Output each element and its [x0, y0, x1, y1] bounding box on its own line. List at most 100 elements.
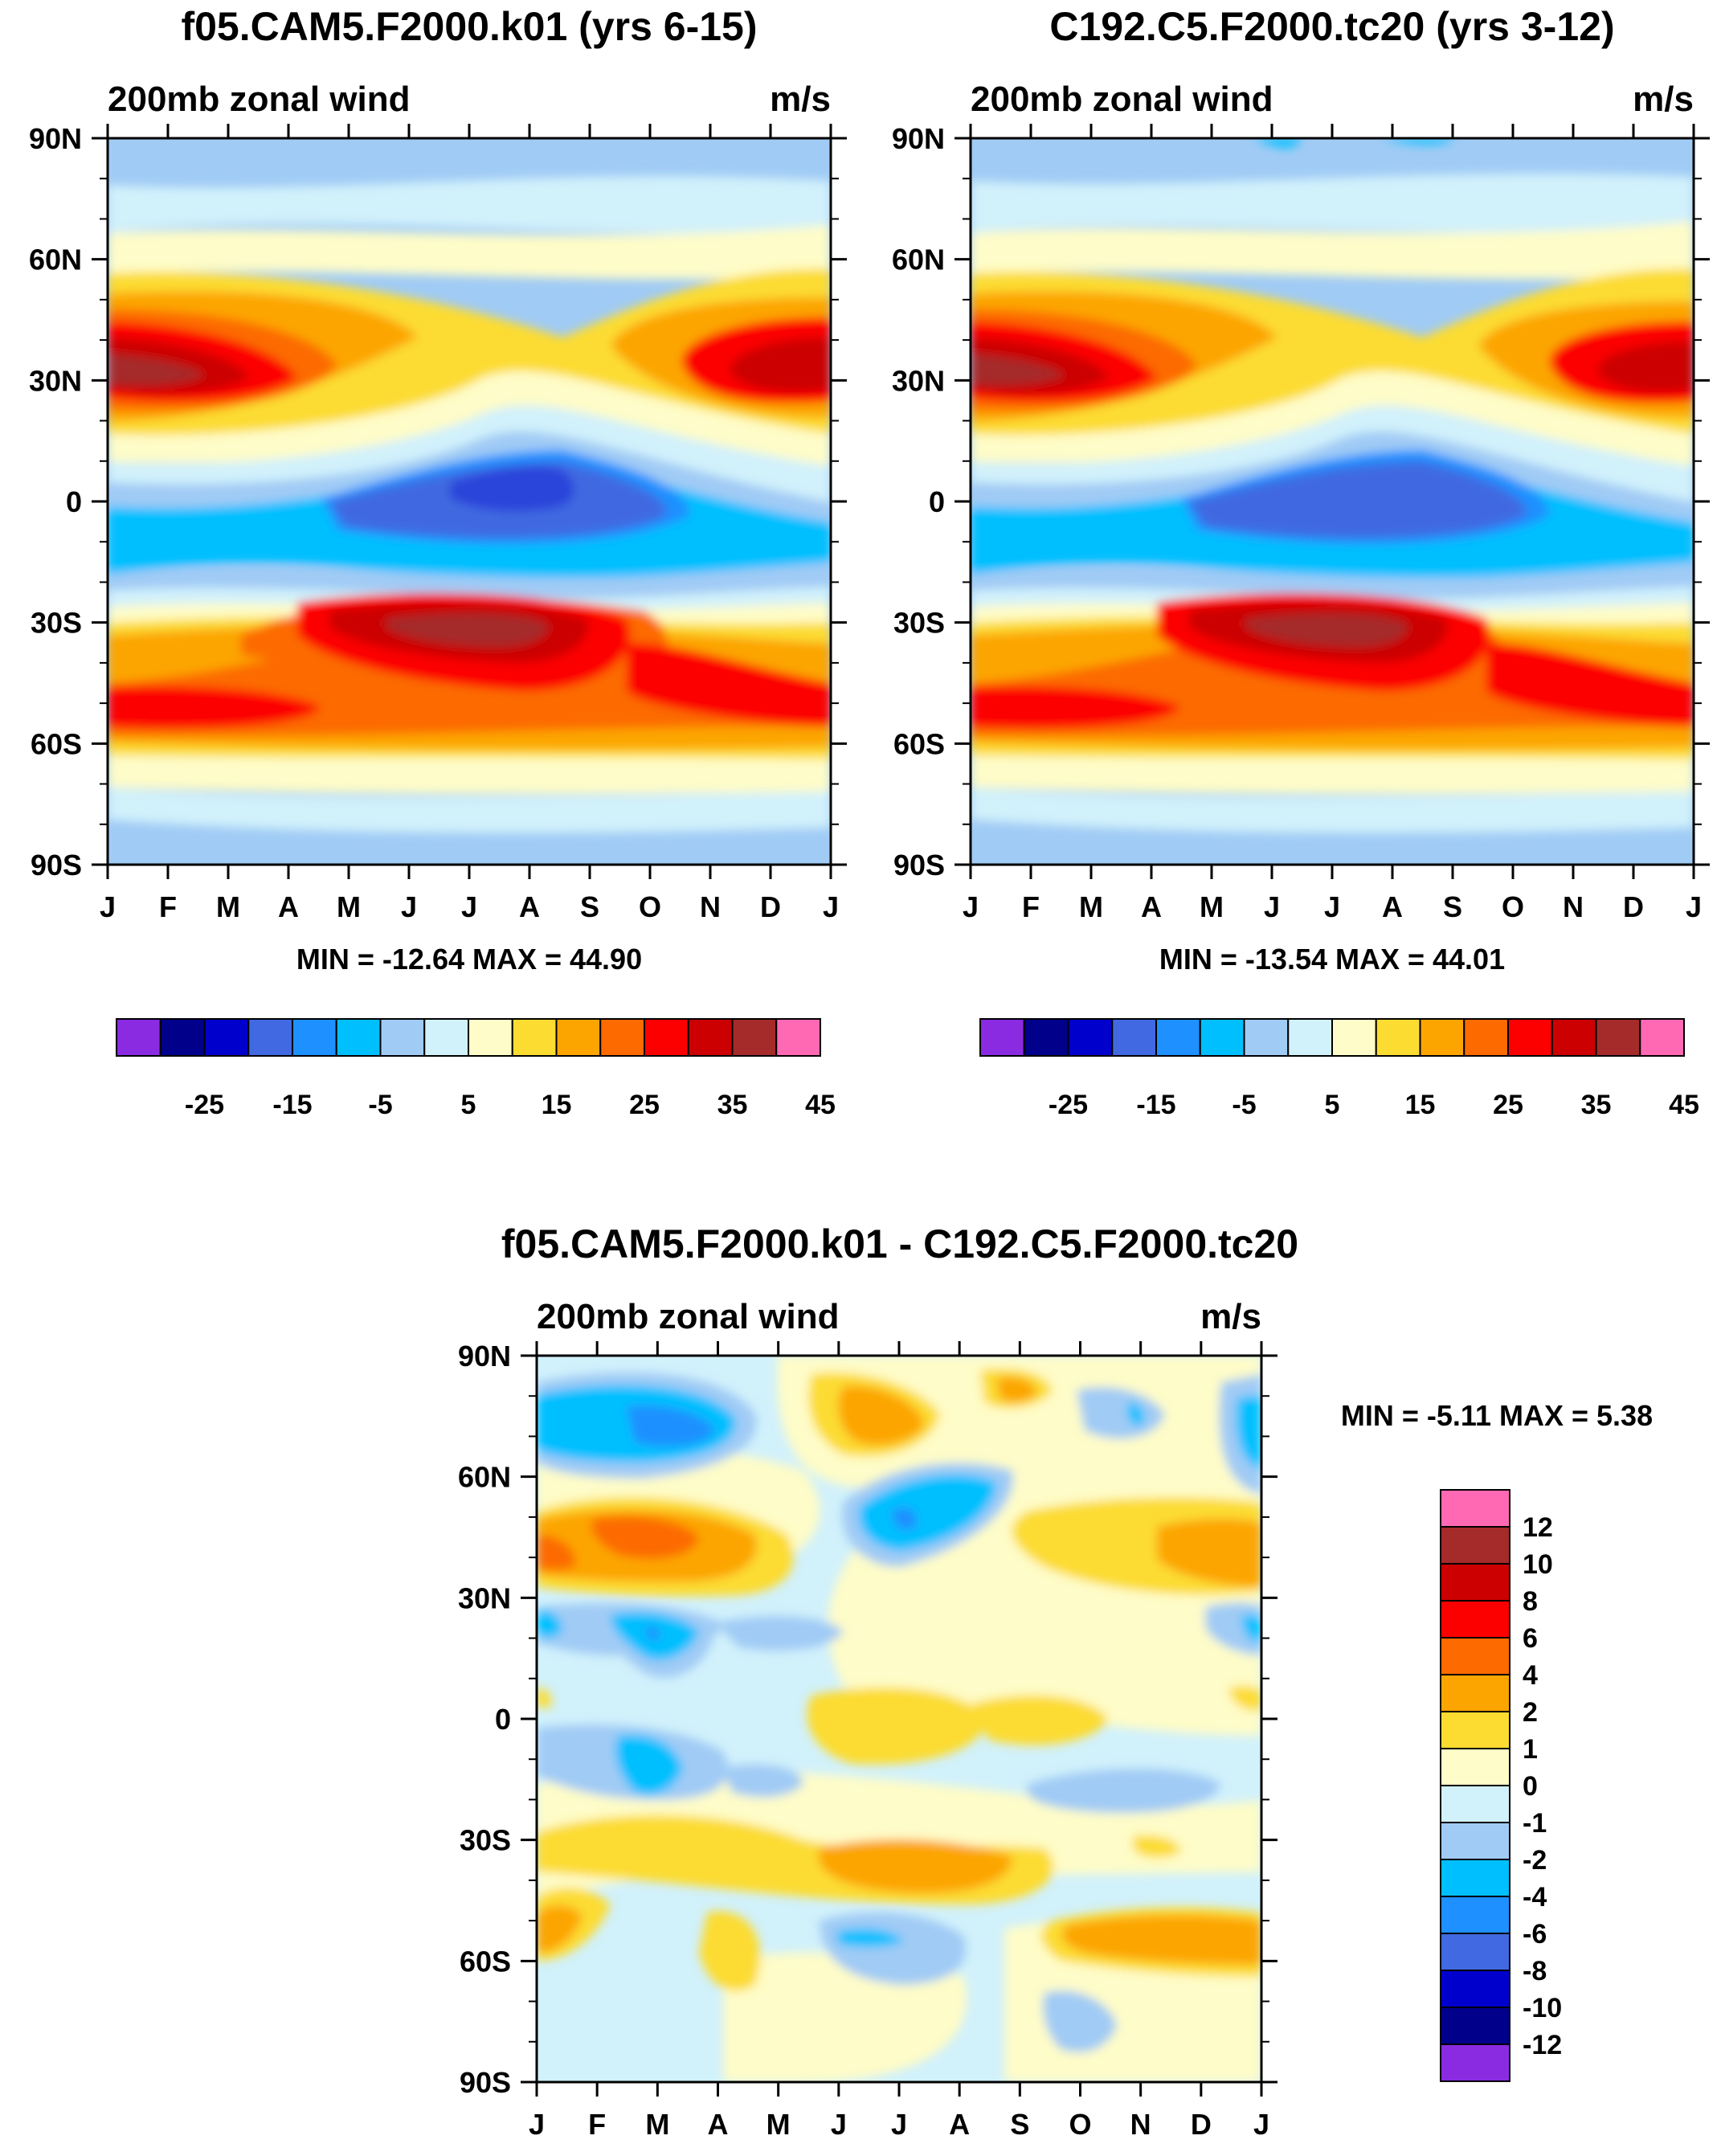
- panel-c-colorbar-label: -1: [1523, 1808, 1547, 1839]
- panel-a-axis-labels: J F M A M J J A S O N D J 90N 60N 30N 0 30S 60S 90S: [29, 122, 839, 923]
- panel-a-colorbar-label: 5: [461, 1090, 476, 1120]
- panel-b-colorbar-swatch: [1023, 1018, 1069, 1057]
- panel-c-ytick-label: 90S: [460, 2066, 511, 2099]
- panel-c-xtick-label: J: [891, 2108, 907, 2141]
- panel-a-colorbar-swatch: [292, 1018, 337, 1057]
- panel-c-colorbar-swatch: [1440, 1748, 1510, 1786]
- panel-a-colorbar-swatch: [203, 1018, 250, 1057]
- panel-a-title: f05.CAM5.F2000.k01 (yrs 6-15): [181, 4, 757, 49]
- panel-a-xtick-label: S: [580, 890, 599, 923]
- panel-c-xtick-label: D: [1191, 2108, 1212, 2141]
- panel-a-xtick-label: J: [461, 890, 477, 923]
- panel-a-xtick-label: D: [760, 890, 781, 923]
- panel-b-xtick-label: A: [1382, 890, 1403, 923]
- panel-c-colorbar-label: -8: [1523, 1956, 1547, 1986]
- panel-b-xtick-label: N: [1563, 890, 1584, 923]
- panel-a-colorbar-swatch: [247, 1018, 293, 1057]
- panel-b: C192.C5.F2000.tc20 (yrs 3-12) 200mb zona…: [892, 4, 1710, 1120]
- panel-a-xtick-label: M: [216, 890, 240, 923]
- panel-c-colorbar-label: -10: [1523, 1993, 1562, 2023]
- panel-b-xtick-label: M: [1079, 890, 1103, 923]
- panel-a-colorbar-label: 35: [717, 1090, 748, 1120]
- panel-b-colorbar-label: 35: [1581, 1090, 1612, 1120]
- panel-c-ytick-label: 30N: [458, 1581, 511, 1614]
- panel-c-xtick-label: M: [766, 2108, 791, 2141]
- panel-c-colorbar-label: 10: [1523, 1549, 1553, 1580]
- panel-a-colorbar-label: -25: [185, 1090, 224, 1120]
- panel-a: f05.CAM5.F2000.k01 (yrs 6-15) 200mb zona…: [29, 4, 847, 1120]
- panel-a-colorbar-swatch: [423, 1018, 469, 1057]
- panel-b-stats: MIN = -13.54 MAX = 44.01: [1159, 943, 1505, 976]
- panel-a-colorbar-swatch: [775, 1018, 821, 1057]
- panel-c-xtick-label: F: [588, 2108, 606, 2141]
- panel-c-colorbar-swatch: [1440, 1896, 1510, 1934]
- panel-c-xtick-label: N: [1130, 2108, 1151, 2141]
- panel-a-colorbar-swatch: [116, 1018, 161, 1057]
- panel-c-ytick-label: 0: [495, 1703, 511, 1736]
- panel-a-colorbar-swatch: [379, 1018, 426, 1057]
- panel-c-ytick-label: 60N: [458, 1461, 511, 1494]
- panel-b-colorbar-label: 45: [1669, 1090, 1699, 1120]
- panel-c-colorbar-swatch: [1440, 1563, 1510, 1602]
- panel-a-colorbar-swatch: [731, 1018, 778, 1057]
- panel-b-colorbar-label: 5: [1325, 1090, 1340, 1120]
- panel-c-axis-labels: J F M A M J J A S O N D J 90N 60N 30N 0 30S 60S 90S: [458, 1340, 1269, 2141]
- panel-b-colorbar-swatch: [1595, 1018, 1641, 1057]
- panel-b-field-label: 200mb zonal wind: [971, 80, 1273, 119]
- panel-b-ytick-label: 60N: [892, 243, 945, 276]
- panel-a-colorbar-label: 15: [542, 1090, 572, 1120]
- panel-c-colorbar-label: -12: [1523, 2030, 1562, 2060]
- panel-b-colorbar-label: -15: [1136, 1090, 1175, 1120]
- panel-c-colorbar-swatch: [1440, 1637, 1510, 1675]
- panel-a-colorbar-label: 45: [805, 1090, 836, 1120]
- panel-a-colorbar-swatch: [599, 1018, 645, 1057]
- panel-b-ticks: [955, 124, 1710, 879]
- panel-c-xtick-label: O: [1069, 2108, 1091, 2141]
- panel-a-xtick-label: J: [823, 890, 839, 923]
- panel-c-colorbar-swatch: [1440, 1489, 1510, 1528]
- panel-c-colorbar-swatch: [1440, 1711, 1510, 1749]
- panel-c-ticks: [521, 1341, 1277, 2097]
- panel-b-xtick-label: J: [1324, 890, 1340, 923]
- panel-b-xtick-label: J: [1686, 890, 1702, 923]
- panel-a-field-label: 200mb zonal wind: [108, 80, 411, 119]
- panel-a-xtick-label: F: [159, 890, 177, 923]
- panel-b-ytick-label: 90N: [892, 122, 945, 155]
- panel-c-colorbar-swatch: [1440, 1600, 1510, 1638]
- panel-b-colorbar-swatch: [979, 1018, 1025, 1057]
- panel-a-ytick-label: 60S: [31, 727, 82, 760]
- panel-b-colorbar-swatch: [1419, 1018, 1466, 1057]
- panel-c: f05.CAM5.F2000.k01 - C192.C5.F2000.tc20 …: [458, 1221, 1653, 2141]
- panel-b-colorbar-swatch: [1199, 1018, 1245, 1057]
- panel-a-ytick-label: 60N: [29, 243, 82, 276]
- panel-b-colorbar-swatch: [1111, 1018, 1157, 1057]
- panel-c-colorbar-label: -4: [1523, 1882, 1547, 1913]
- panel-c-ytick-label: 90N: [458, 1340, 511, 1373]
- panel-a-colorbar-swatch: [687, 1018, 734, 1057]
- panel-b-ytick-label: 60S: [893, 727, 945, 760]
- panel-a-ytick-label: 30S: [31, 607, 82, 640]
- panel-c-colorbar-label: 2: [1523, 1697, 1538, 1728]
- panel-c-ytick-label: 30S: [460, 1824, 511, 1857]
- panel-c-xtick-label: J: [529, 2108, 545, 2141]
- panel-a-contour-field: [108, 138, 831, 865]
- panel-a-colorbar-swatch: [159, 1018, 206, 1057]
- panel-c-colorbar-swatch: [1440, 1822, 1510, 1860]
- panel-a-ytick-label: 30N: [29, 364, 82, 397]
- panel-a-xtick-label: O: [639, 890, 661, 923]
- panel-b-colorbar-swatch: [1375, 1018, 1421, 1057]
- panel-c-xtick-label: S: [1010, 2108, 1029, 2141]
- panel-a-colorbar-label: -15: [272, 1090, 312, 1120]
- panel-b-xtick-label: J: [1264, 890, 1280, 923]
- panel-a-xtick-label: A: [519, 890, 540, 923]
- panel-c-colorbar-label: -2: [1523, 1845, 1547, 1876]
- panel-b-colorbar-swatch: [1067, 1018, 1114, 1057]
- panel-c-xtick-label: J: [1253, 2108, 1269, 2141]
- panel-a-units: m/s: [770, 80, 831, 119]
- panel-a-colorbar-label: 25: [629, 1090, 660, 1120]
- panel-b-colorbar: -25 -15 -5 5 15 25 35 45: [979, 1018, 1699, 1120]
- panel-b-colorbar-swatch: [1639, 1018, 1685, 1057]
- panel-b-colorbar-swatch: [1551, 1018, 1597, 1057]
- panel-b-title: C192.C5.F2000.tc20 (yrs 3-12): [1049, 4, 1614, 49]
